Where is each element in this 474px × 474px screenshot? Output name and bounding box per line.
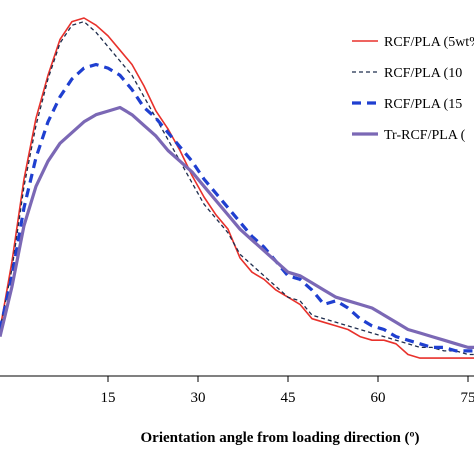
legend: RCF/PLA (5wt%) RCF/PLA (10 RCF/PLA (15 Tr-R… — [352, 35, 474, 143]
x-tick-label: 45 — [281, 390, 296, 406]
legend-label-3: RCF/PLA (15 — [384, 97, 462, 112]
series-line-2 — [0, 20, 474, 356]
x-tick-label: 75 — [461, 390, 474, 406]
x-tick-label: 15 — [101, 390, 116, 406]
legend-label-4: Tr-RCF/PLA ( — [384, 128, 466, 143]
legend-label-2: RCF/PLA (10 — [384, 66, 462, 81]
series-layer — [0, 17, 474, 359]
x-tick-label: 60 — [371, 390, 386, 406]
x-tick-label: 30 — [191, 390, 206, 406]
series-line-1 — [0, 17, 474, 359]
legend-label-1: RCF/PLA (5wt%) — [384, 35, 474, 50]
series-line-3 — [0, 62, 474, 353]
x-ticks: 15 30 45 60 75 — [101, 376, 474, 406]
x-axis-title: Orientation angle from loading direction… — [141, 430, 420, 446]
series-line-4 — [0, 105, 474, 349]
